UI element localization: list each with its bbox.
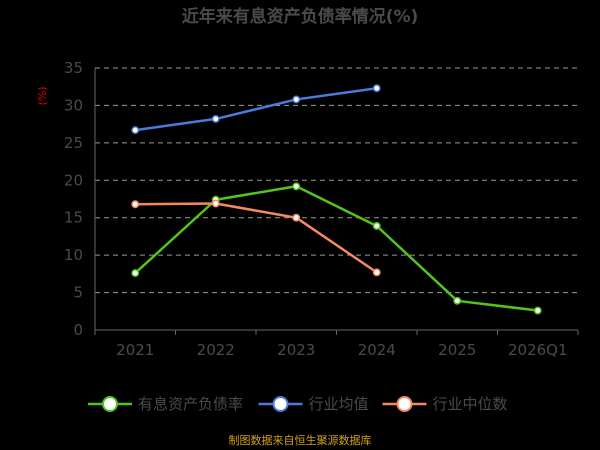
series-1-point-2024: [372, 84, 381, 93]
x-tick-label-2023: 2023: [277, 341, 315, 359]
chart-title: 近年来有息资产负债率情况(%): [182, 6, 419, 27]
legend-marker-0: [102, 396, 118, 412]
legend-label-1: 行业均值: [309, 395, 369, 413]
series-2-point-2024: [372, 268, 381, 277]
series-0-point-2024: [372, 221, 381, 230]
series-0-point-2025: [453, 296, 462, 305]
x-tick-label-2026q1: 2026Q1: [508, 341, 568, 359]
legend-marker-1: [272, 396, 289, 412]
y-axis-unit-label: (%): [36, 86, 49, 105]
series-1-point-2022: [211, 114, 220, 123]
series-2-point-2022: [211, 199, 220, 208]
legend-item-1[interactable]: 行业均值: [258, 395, 369, 413]
series-0-point-2023: [292, 182, 301, 191]
y-tick-label-20: 20: [64, 171, 83, 189]
y-tick-label-15: 15: [64, 209, 83, 227]
x-tick-label-2024: 2024: [358, 341, 396, 359]
legend: 有息资产负债率 行业均值 行业中位数: [88, 395, 508, 413]
series-0-point-2021: [131, 269, 140, 278]
series-1-point-2023: [292, 95, 301, 104]
series-1-line: [134, 86, 378, 132]
grid-lines: [95, 67, 578, 294]
y-tick-label-35: 35: [64, 59, 83, 77]
y-tick-label-10: 10: [64, 246, 83, 264]
series-0-line: [134, 185, 539, 312]
y-tick-label-30: 30: [64, 96, 83, 114]
series-1-point-2021: [131, 126, 140, 135]
legend-item-0[interactable]: 有息资产负债率: [88, 395, 243, 413]
series-2-point-2023: [292, 213, 301, 222]
y-tick-label-25: 25: [64, 134, 83, 152]
source-note: 制图数据来自恒生聚源数据库: [229, 433, 372, 447]
series-1: [131, 84, 381, 135]
series-2-line: [134, 202, 378, 274]
y-tick-label-0: 0: [73, 321, 83, 339]
x-tick-label-2022: 2022: [197, 341, 235, 359]
series-0: [131, 182, 542, 315]
series-0-point-2026q1: [533, 306, 542, 315]
y-tick-label-5: 5: [73, 284, 83, 302]
x-tick-label-2025: 2025: [438, 341, 476, 359]
series-lines: [131, 84, 542, 315]
x-tick-label-2021: 2021: [116, 341, 154, 359]
legend-marker-2: [396, 396, 413, 412]
series-2: [131, 199, 381, 277]
legend-label-2: 行业中位数: [433, 395, 508, 413]
series-2-point-2021: [131, 200, 140, 209]
legend-item-2[interactable]: 行业中位数: [382, 395, 508, 413]
legend-label-0: 有息资产负债率: [138, 395, 243, 413]
